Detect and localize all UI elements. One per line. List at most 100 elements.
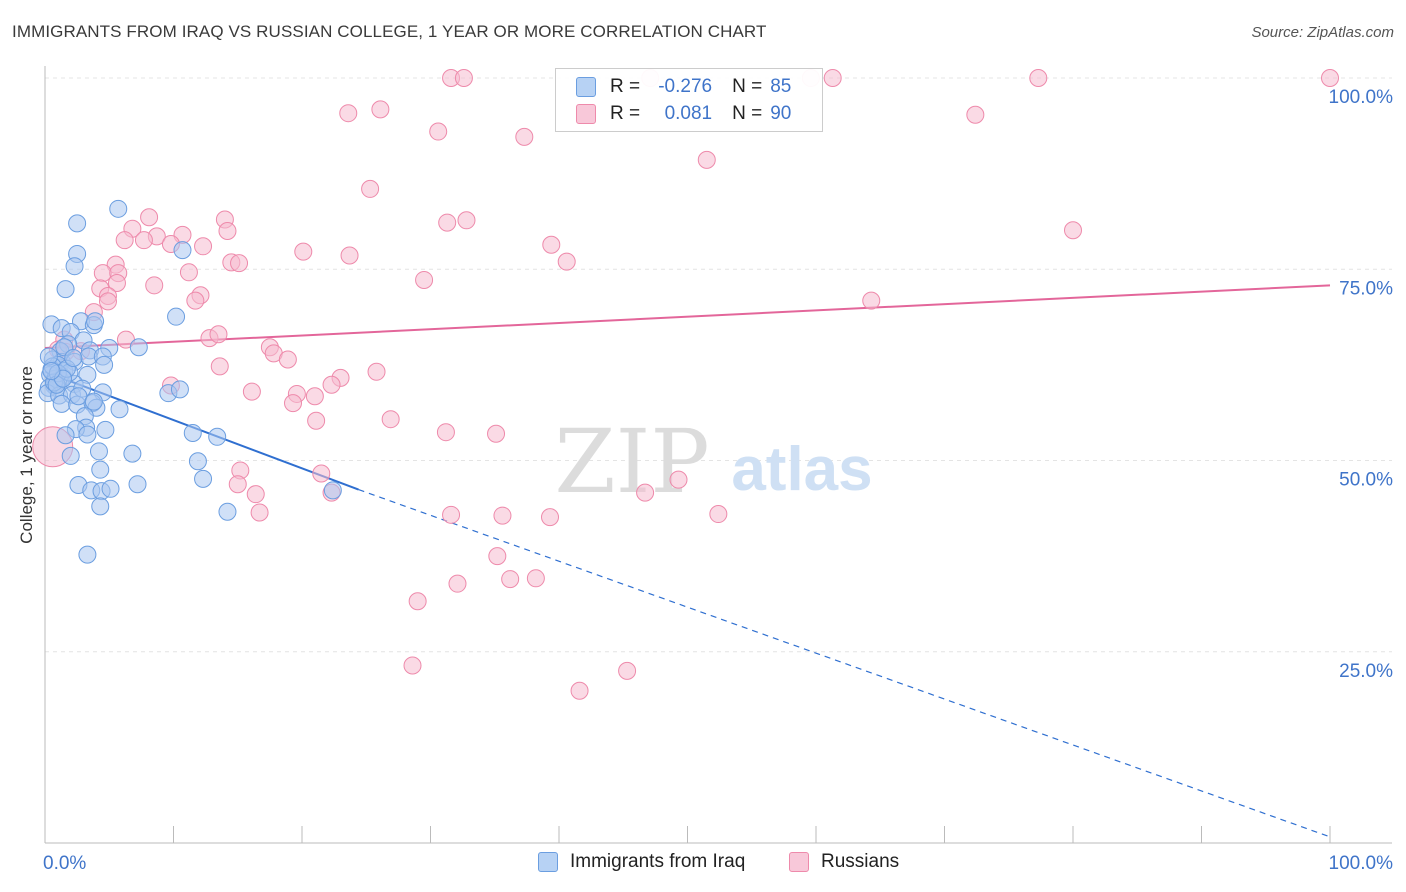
data-point-iraq [61, 446, 80, 465]
data-point-russians [501, 570, 520, 589]
r-label: R = [610, 76, 641, 97]
data-point-russians [457, 211, 476, 230]
data-point-iraq [323, 481, 342, 500]
data-point-russians [966, 105, 985, 124]
data-point-russians [697, 150, 716, 169]
legend-item-iraq[interactable]: Immigrants from Iraq [538, 851, 745, 873]
data-point-iraq [64, 348, 83, 367]
watermark: ZIP atlas [554, 410, 872, 513]
data-point-iraq [56, 426, 75, 445]
data-point-russians [284, 394, 303, 413]
legend-swatch-blue [538, 852, 558, 872]
legend-label-iraq: Immigrants from Iraq [570, 851, 746, 872]
data-point-russians [307, 411, 326, 430]
data-point-iraq [167, 307, 186, 326]
data-point-russians [115, 231, 134, 250]
data-point-russians [371, 100, 390, 119]
trend-line-russians [44, 284, 1331, 350]
watermark-zip: ZIP [554, 410, 709, 513]
data-point-iraq [170, 380, 189, 399]
data-point-russians [210, 357, 229, 376]
y-tick-label: 25.0% [1339, 661, 1393, 682]
trend-lines [44, 284, 1331, 838]
data-point-iraq [69, 387, 88, 406]
data-point-iraq [183, 423, 202, 442]
data-point-russians [218, 222, 237, 240]
data-point-russians [618, 661, 637, 680]
data-point-russians [526, 569, 545, 588]
x-tick-label: 0.0% [43, 853, 86, 874]
data-point-russians [438, 213, 457, 232]
data-point-iraq [123, 444, 142, 463]
data-point-russians [186, 291, 205, 310]
data-point-iraq [52, 394, 71, 413]
data-point-russians [250, 503, 269, 522]
data-point-russians [228, 475, 247, 494]
data-point-russians [442, 505, 461, 524]
data-point-iraq [65, 257, 84, 276]
data-point-iraq [96, 420, 115, 439]
data-point-iraq [56, 280, 75, 299]
gridlines [45, 77, 1392, 653]
data-point-iraq [78, 425, 97, 444]
series-legend: Immigrants from Iraq Russians [0, 851, 1406, 877]
data-point-russians [636, 483, 655, 502]
n-value-russians: 90 [770, 103, 792, 124]
data-point-iraq [68, 214, 87, 233]
data-point-russians [408, 592, 427, 611]
data-point-russians [230, 254, 249, 273]
data-point-iraq [101, 479, 120, 498]
data-point-russians [403, 656, 422, 675]
legend-swatch-pink [576, 104, 596, 124]
axes [44, 66, 1392, 844]
data-point-iraq [91, 460, 110, 479]
r-label: R = [610, 103, 641, 124]
series-immigrants-from-iraq [38, 199, 342, 564]
data-point-russians [194, 237, 213, 256]
legend-label-russians: Russians [821, 851, 900, 872]
y-tick-label: 50.0% [1339, 470, 1393, 491]
data-point-russians [98, 292, 117, 311]
data-point-iraq [194, 469, 213, 488]
data-point-russians [179, 263, 198, 282]
data-point-russians [367, 362, 386, 381]
data-point-russians [823, 69, 842, 87]
data-point-russians [1064, 221, 1082, 240]
data-point-iraq [188, 452, 207, 471]
y-tick-label: 100.0% [1329, 87, 1394, 108]
data-point-iraq [129, 338, 148, 357]
data-point-russians [1029, 69, 1048, 87]
n-value-iraq: 85 [770, 76, 792, 97]
data-point-russians [669, 470, 688, 489]
data-point-russians [381, 410, 400, 429]
data-point-iraq [95, 355, 114, 374]
data-point-russians [862, 291, 881, 310]
r-value-iraq: -0.276 [658, 76, 713, 97]
chart-title: IMMIGRANTS FROM IRAQ VS RUSSIAN COLLEGE,… [12, 22, 767, 41]
watermark-atlas: atlas [731, 435, 872, 504]
data-point-iraq [42, 361, 61, 380]
legend-row-russians: R = 0.081 N = 90 [576, 102, 791, 126]
data-point-russians [339, 104, 358, 123]
data-point-russians [312, 464, 331, 483]
data-point-russians [454, 69, 473, 87]
data-point-iraq [91, 497, 110, 516]
legend-item-russians[interactable]: Russians [789, 851, 899, 873]
data-point-russians [429, 122, 448, 141]
data-point-russians [488, 547, 507, 566]
data-point-russians [322, 375, 341, 394]
n-label: N = [732, 103, 763, 124]
data-point-russians [493, 506, 512, 525]
data-point-russians [1321, 69, 1339, 87]
data-point-iraq [173, 241, 192, 260]
data-point-iraq [86, 312, 105, 331]
data-point-russians [93, 264, 112, 283]
trend-line-iraq-projection [358, 489, 1331, 838]
data-point-russians [209, 325, 228, 344]
data-point-iraq [84, 392, 103, 411]
data-point-russians [542, 235, 561, 254]
data-point-iraq [89, 442, 108, 461]
data-point-russians [278, 350, 297, 369]
legend-swatch-blue [576, 77, 596, 97]
